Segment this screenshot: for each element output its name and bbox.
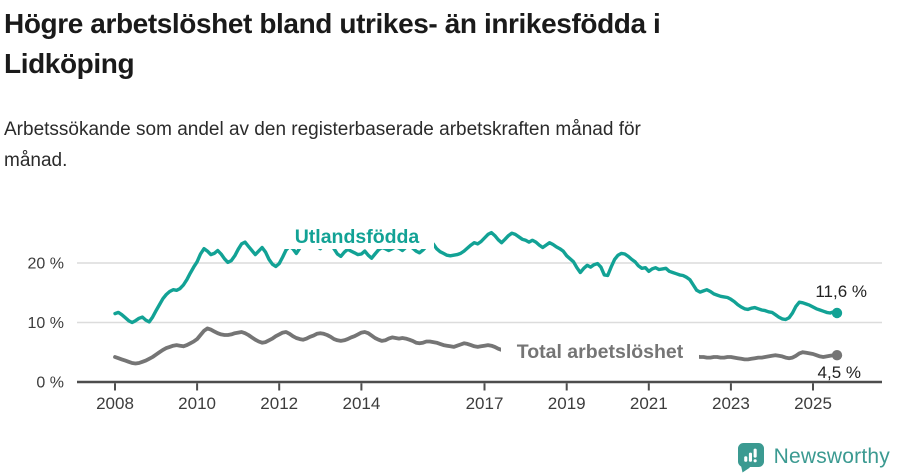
- series-label-total-arbetsloshet: Total arbetslöshet: [517, 341, 684, 363]
- x-axis-label: 2023: [712, 394, 750, 413]
- series-line-utlandsfodda: [113, 230, 839, 325]
- chart-subtitle-line2: månad.: [4, 150, 68, 171]
- y-axis-label: 20 %: [28, 256, 64, 273]
- end-value-label-utlandsfodda: 11,6 %: [815, 282, 867, 301]
- x-axis-label: 2014: [342, 394, 380, 413]
- newsworthy-wordmark: Newsworthy: [773, 445, 890, 468]
- newsworthy-icon: [737, 442, 764, 472]
- end-value-label-total-arbetsloshet: 4,5 %: [818, 363, 861, 382]
- series-label-utlandsfodda-halo: [280, 224, 434, 249]
- chart-title: Högre arbetslöshet bland utrikes- än inr…: [4, 4, 864, 84]
- chart-title-line2: Lidköping: [4, 48, 135, 79]
- y-axis-label: 0 %: [36, 375, 64, 392]
- chart-subtitle-line1: Arbetssökande som andel av den registerb…: [4, 119, 641, 140]
- chart-subtitle: Arbetssökande som andel av den registerb…: [4, 114, 864, 176]
- x-axis-label: 2012: [260, 394, 298, 413]
- end-dot-total-arbetsloshet: [831, 350, 843, 361]
- x-axis-label: 2025: [794, 394, 832, 413]
- chart-title-line1: Högre arbetslöshet bland utrikes- än inr…: [4, 8, 661, 39]
- line-chart: 2008 2010 2012 2014 2017 2019 2021 2023 2025 0 % 1…: [0, 210, 900, 474]
- series-line-total-arbetsloshet: [113, 326, 839, 366]
- series-label-utlandsfodda: Utlandsfödda: [295, 226, 420, 248]
- x-axis-label: 2019: [548, 394, 586, 413]
- series-label-total-arbetsloshet-halo: [501, 339, 699, 364]
- x-axis-label: 2017: [466, 394, 504, 413]
- x-axis-label: 2021: [630, 394, 668, 413]
- newsworthy-logo: Newsworthy: [737, 442, 890, 472]
- line-chart-canvas: 2008 2010 2012 2014 2017 2019 2021 2023 2025 0 % 1…: [28, 224, 882, 413]
- y-axis-label: 10 %: [28, 315, 64, 332]
- x-axis-label: 2010: [178, 394, 216, 413]
- x-axis-label: 2008: [96, 394, 134, 413]
- end-dot-utlandsfodda: [831, 307, 843, 319]
